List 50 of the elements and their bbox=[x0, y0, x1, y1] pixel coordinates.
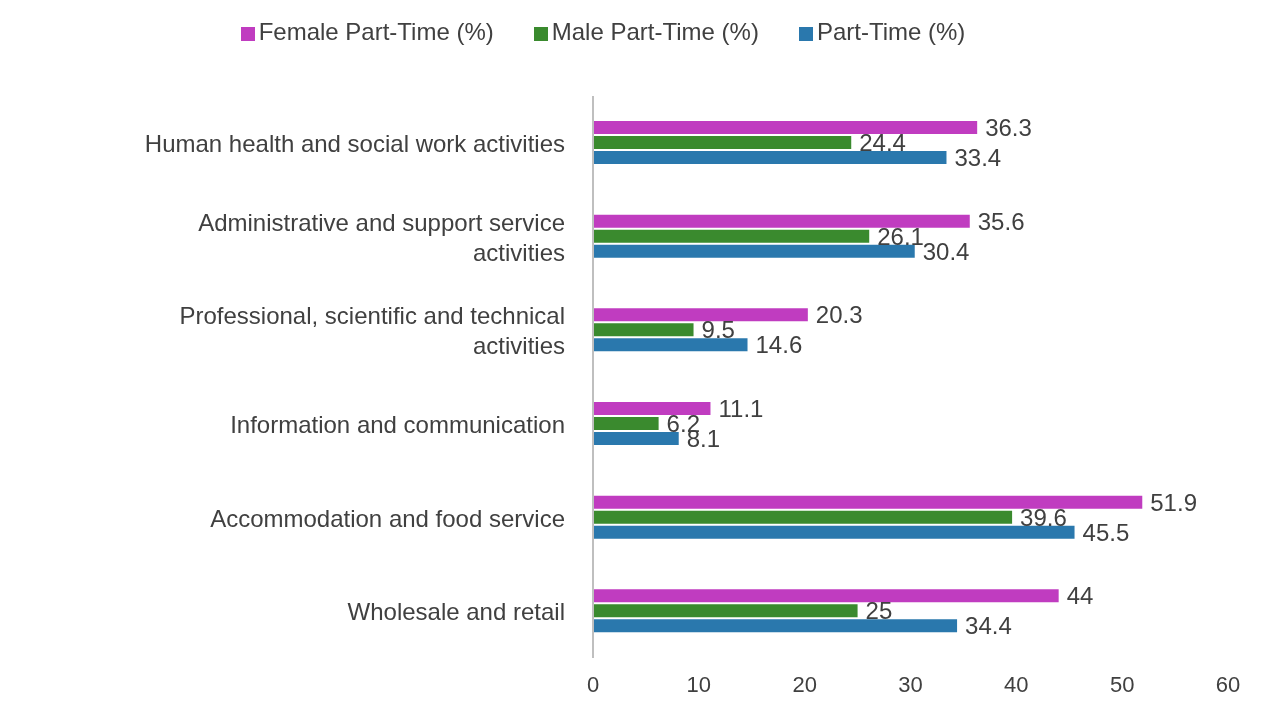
x-tick-label: 30 bbox=[898, 671, 923, 697]
bar bbox=[593, 214, 970, 228]
bar bbox=[593, 229, 870, 243]
bar bbox=[593, 417, 659, 430]
data-label: 9.5 bbox=[701, 316, 735, 344]
x-tick-label: 20 bbox=[792, 671, 817, 697]
data-label: 36.3 bbox=[985, 114, 1032, 142]
y-tick-label: Accommodation and food service bbox=[210, 504, 565, 531]
bar bbox=[593, 495, 1143, 509]
data-label: 14.6 bbox=[755, 331, 803, 359]
legend-label: Female Part-Time (%) bbox=[258, 18, 494, 45]
bar bbox=[593, 510, 1013, 524]
data-label: 11.1 bbox=[718, 395, 764, 423]
bar bbox=[593, 525, 1075, 539]
data-label: 39.6 bbox=[1020, 503, 1067, 531]
data-label: 44 bbox=[1066, 582, 1094, 610]
bar bbox=[593, 604, 858, 618]
data-label: 26.1 bbox=[877, 222, 924, 250]
data-label: 33.4 bbox=[954, 144, 1002, 172]
data-label: 25 bbox=[865, 597, 893, 625]
y-tick-label: Wholesale and retail bbox=[347, 597, 565, 625]
data-label: 24.4 bbox=[859, 129, 906, 157]
bar bbox=[593, 121, 978, 134]
data-label: 30.4 bbox=[922, 237, 970, 265]
y-tick-label: Professional, scientific and technical activities bbox=[179, 301, 565, 359]
bar bbox=[593, 323, 694, 337]
bar bbox=[593, 308, 808, 322]
y-tick-label: Human health and social work activities bbox=[144, 129, 565, 157]
legend-label: Male Part-Time (%) bbox=[551, 18, 759, 45]
data-label: 20.3 bbox=[815, 301, 863, 329]
x-tick-label: 0 bbox=[586, 671, 600, 697]
bar bbox=[593, 432, 679, 445]
data-label: 45.5 bbox=[1082, 518, 1130, 546]
bar bbox=[593, 136, 852, 149]
bar bbox=[593, 619, 958, 633]
x-tick-label: 50 bbox=[1109, 671, 1135, 697]
data-label: 35.6 bbox=[977, 207, 1025, 235]
y-tick-label: Information and communication bbox=[230, 410, 565, 438]
bar bbox=[593, 589, 1059, 603]
data-label: 51.9 bbox=[1150, 488, 1197, 516]
x-tick-label: 40 bbox=[1004, 671, 1029, 697]
bar bbox=[593, 244, 915, 258]
x-tick-label: 60 bbox=[1215, 671, 1241, 697]
bar bbox=[593, 338, 748, 352]
x-tick-label: 10 bbox=[686, 671, 712, 697]
legend-label: Part-Time (%) bbox=[816, 18, 966, 45]
y-tick-label: Administrative and support service activities bbox=[198, 208, 565, 265]
bar bbox=[593, 402, 711, 415]
bar bbox=[593, 151, 947, 164]
data-label: 34.4 bbox=[965, 612, 1012, 640]
